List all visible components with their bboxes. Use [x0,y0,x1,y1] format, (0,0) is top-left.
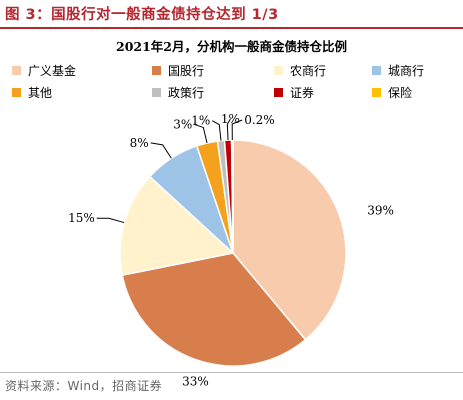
leader-line [150,142,172,159]
data-label: 8% [130,136,149,150]
legend-label: 保险 [388,86,413,100]
data-label: 3% [173,117,192,131]
data-label: 15% [68,211,95,225]
legend-item: 国股行 [152,62,204,79]
legend-item: 城商行 [372,62,424,79]
data-label: 39% [367,203,394,217]
legend-swatch [372,66,381,75]
figure-label: 图 3：国股行对一般商金债持仓达到 1/3 [5,7,279,23]
legend-swatch [274,88,283,97]
legend-swatch [152,88,161,97]
legend-label: 证券 [290,86,315,100]
legend-item: 保险 [372,84,412,101]
legend-item: 政策行 [152,84,204,101]
legend-swatch [12,88,21,97]
legend-swatch [12,66,21,75]
leader-line [212,120,222,141]
legend-item: 其他 [12,84,52,101]
leader-line [231,119,243,141]
chart-title: 2021年2月，分机构一般商金债持仓比例 [116,39,347,54]
legend-swatch [152,66,161,75]
legend-label: 广义基金 [28,64,77,78]
data-label: 0.2% [244,113,275,127]
leader-line [226,118,231,141]
legend-item: 农商行 [274,62,326,79]
footer-divider [0,372,463,373]
legend-item: 证券 [274,84,314,101]
data-label: 1% [191,114,210,128]
pie-slice [230,139,234,254]
legend-label: 城商行 [388,64,425,78]
header-divider [0,27,463,29]
legend-swatch [372,88,381,97]
leader-line [194,123,208,144]
pie-slice [232,139,347,341]
legend-item: 广义基金 [12,62,76,79]
source-note: 资料来源：Wind，招商证券 [5,379,163,393]
legend-swatch [274,66,283,75]
legend-label: 国股行 [168,64,205,78]
pie-slice [121,252,307,367]
data-label: 1% [221,112,240,126]
legend-label: 政策行 [168,86,205,100]
data-label: 33% [182,375,209,389]
legend-label: 其他 [28,86,53,100]
legend-label: 农商行 [290,64,327,78]
leader-line [96,217,125,224]
figure-header: 图 3：国股行对一般商金债持仓达到 1/3 [0,0,463,27]
